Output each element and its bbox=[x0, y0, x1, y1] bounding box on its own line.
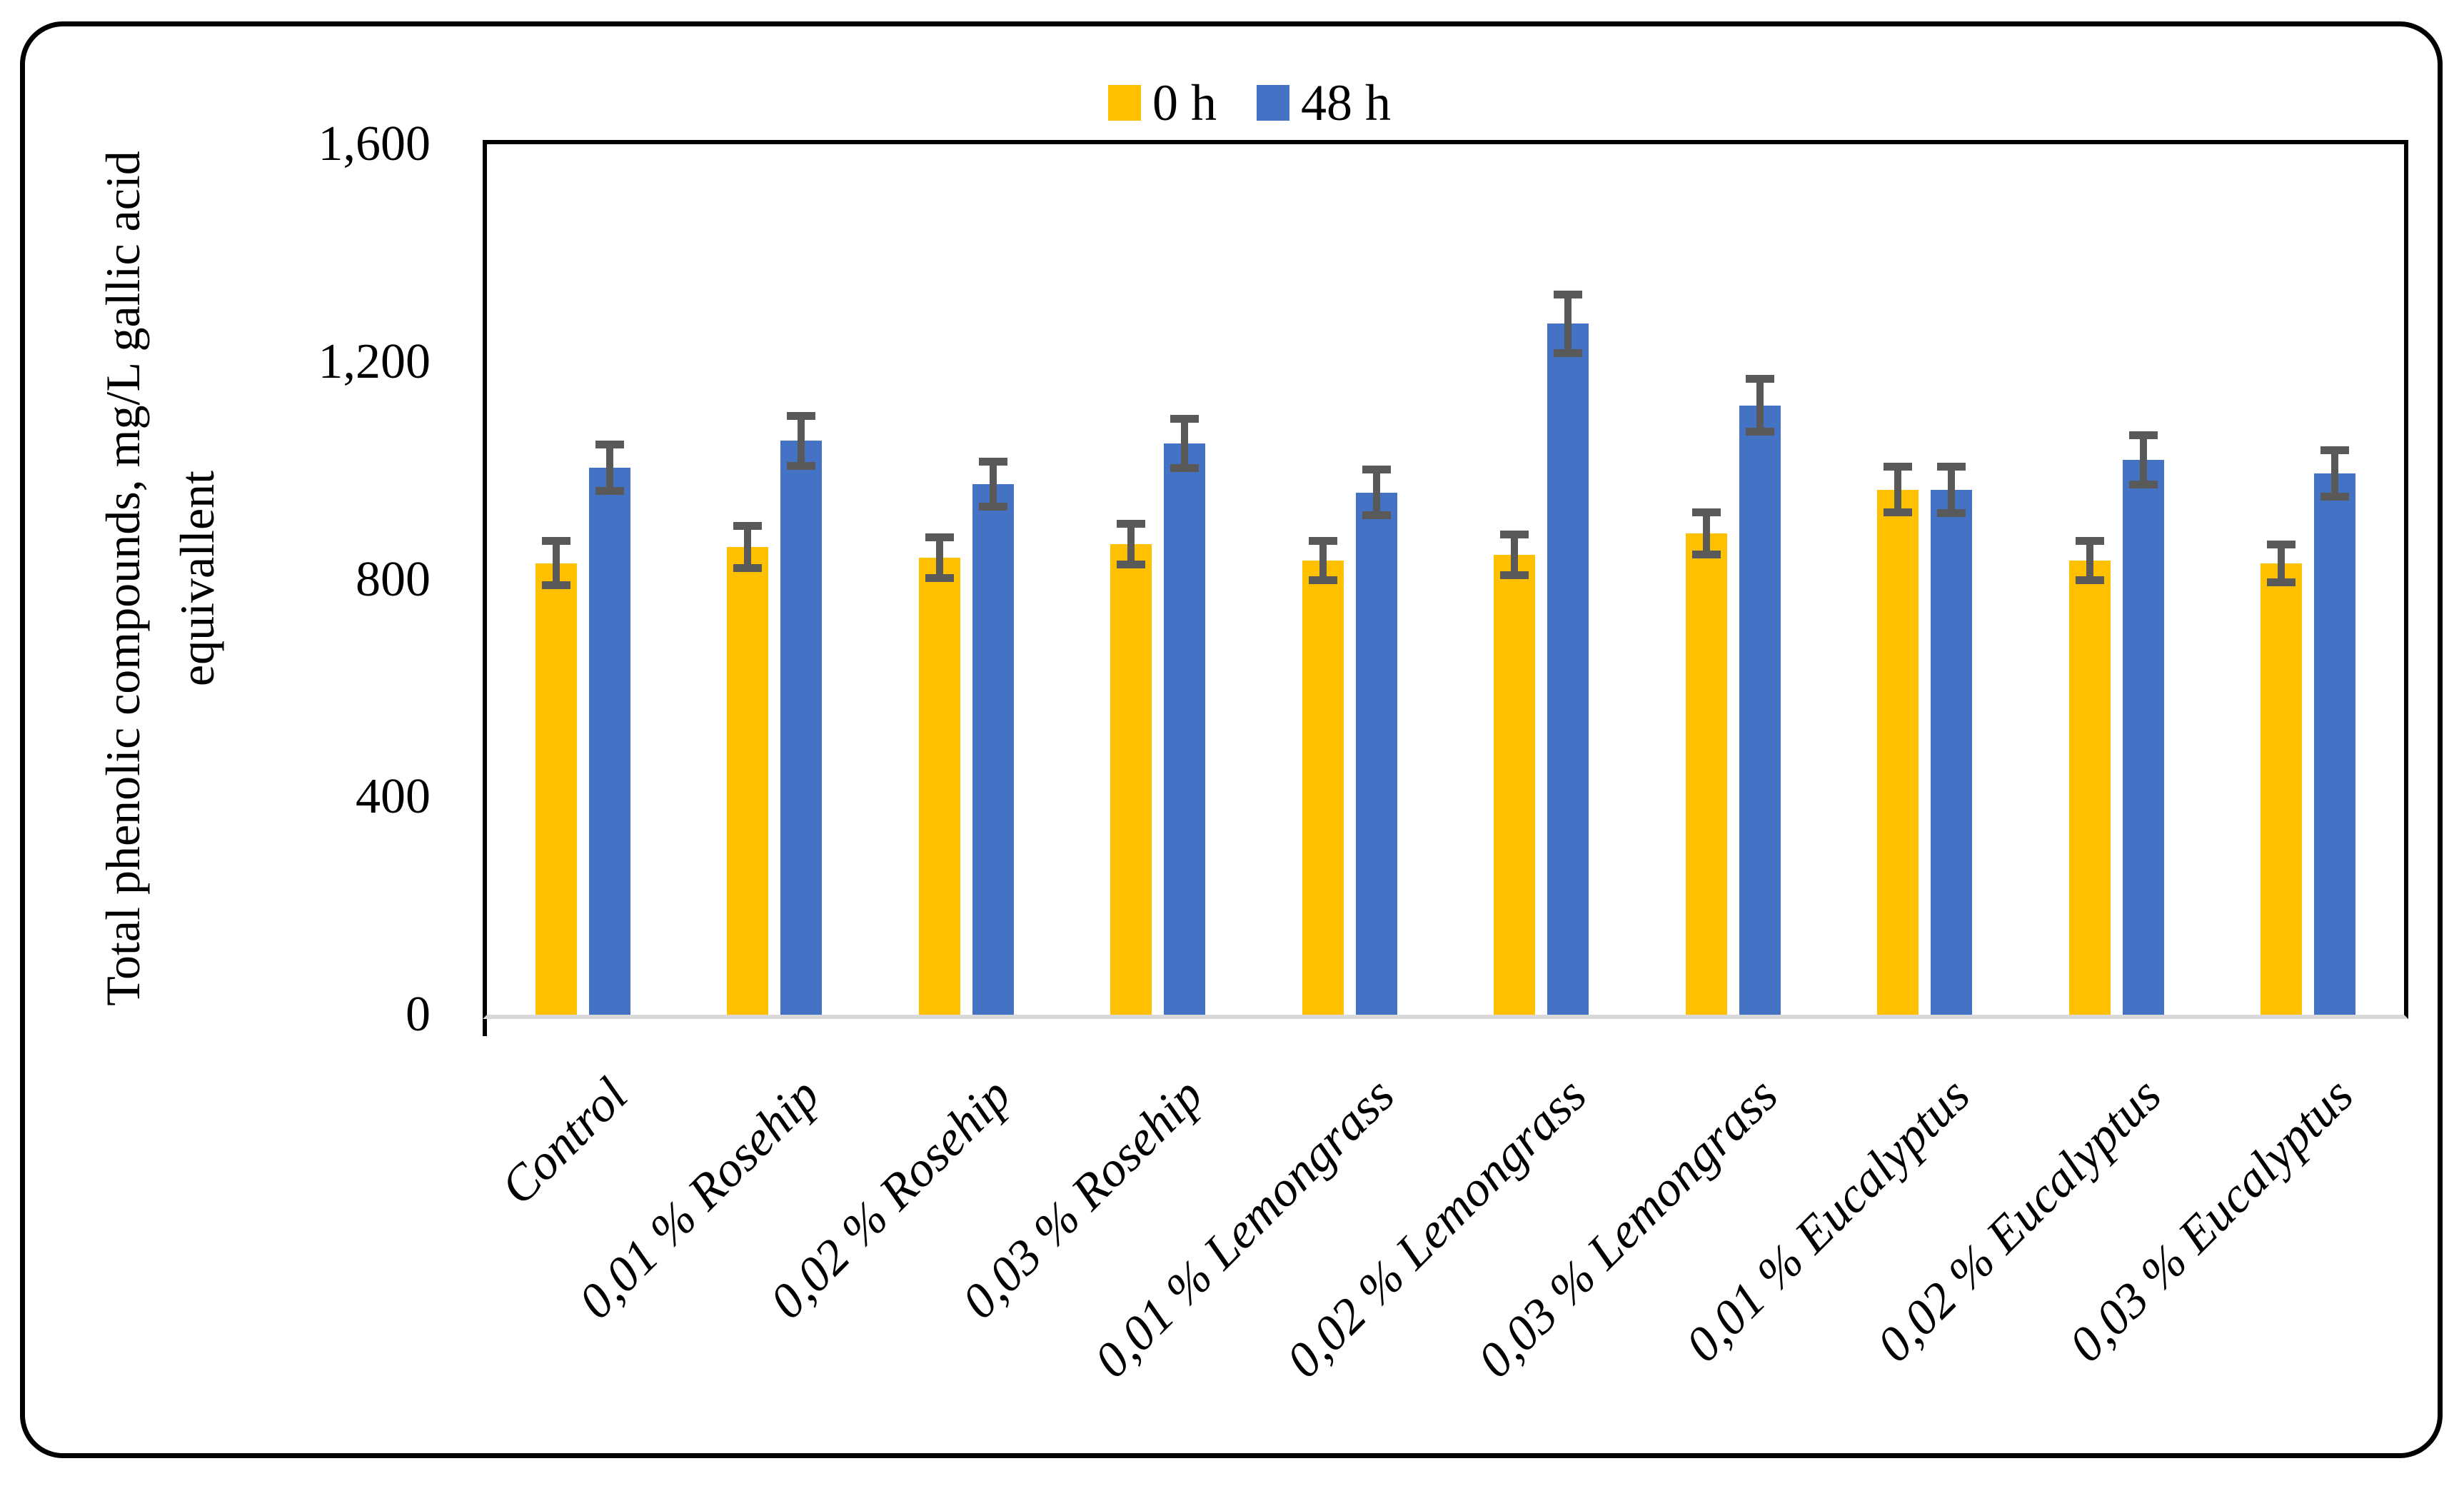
bar-0-h-0-01-lemongrass bbox=[1302, 560, 1344, 1015]
plot-area bbox=[483, 140, 2408, 1019]
bar-48-h-0-01-eucalyptus bbox=[1931, 489, 1973, 1015]
error-bar-stem bbox=[2331, 453, 2339, 493]
error-bar-stem bbox=[1511, 538, 1519, 572]
error-bar-stem bbox=[1756, 383, 1764, 428]
error-bar-stem bbox=[1372, 473, 1380, 511]
error-bar-48-h-0-01-lemongrass bbox=[1362, 466, 1391, 519]
error-bar-48-h-0-02-eucalyptus bbox=[2128, 431, 2158, 489]
y-axis-title-line1: Total phenolic compounds, mg/L gallic ac… bbox=[96, 151, 150, 1006]
error-bar-48-h-0-03-rosehip bbox=[1170, 414, 1200, 473]
error-bar-stem bbox=[798, 419, 805, 462]
error-bar-stem bbox=[2139, 438, 2147, 481]
bar-48-h-0-03-lemongrass bbox=[1739, 405, 1781, 1015]
bar-48-h-0-02-rosehip bbox=[972, 484, 1014, 1015]
error-bar-0-h-0-01-rosehip bbox=[733, 521, 763, 572]
error-bar-0-h-0-02-lemongrass bbox=[1500, 530, 1529, 580]
bar-48-h-0-02-lemongrass bbox=[1547, 323, 1589, 1015]
error-bar-stem bbox=[744, 529, 752, 564]
error-bar-stem bbox=[1702, 516, 1710, 551]
y-tick-label-1-600: 1,600 bbox=[318, 116, 431, 171]
error-bar-48-h-0-02-lemongrass bbox=[1554, 290, 1583, 357]
bar-48-h-control bbox=[588, 468, 630, 1015]
y-axis-title: Total phenolic compounds, mg/L gallic ac… bbox=[86, 100, 240, 1057]
y-tick-label-1-200: 1,200 bbox=[318, 333, 431, 389]
bar-0-h-0-01-rosehip bbox=[727, 546, 769, 1015]
bar-48-h-0-02-eucalyptus bbox=[2122, 459, 2164, 1015]
bar-0-h-0-02-rosehip bbox=[918, 558, 960, 1015]
y-axis-title-line2: equivallent bbox=[170, 470, 224, 687]
bar-48-h-0-01-lemongrass bbox=[1355, 492, 1397, 1015]
error-bar-48-h-0-03-lemongrass bbox=[1745, 375, 1774, 436]
bar-48-h-0-03-eucalyptus bbox=[2314, 473, 2356, 1015]
error-bar-stem bbox=[1127, 527, 1135, 561]
error-bar-0-h-0-03-rosehip bbox=[1117, 519, 1146, 569]
error-bar-stem bbox=[552, 545, 560, 582]
bar-0-h-0-02-eucalyptus bbox=[2068, 560, 2111, 1015]
y-tick-label-0: 0 bbox=[406, 987, 431, 1042]
bar-0-h-control bbox=[535, 563, 577, 1015]
error-bar-48-h-control bbox=[595, 441, 624, 496]
error-bar-stem bbox=[2086, 545, 2093, 576]
error-bar-stem bbox=[1564, 298, 1572, 349]
error-bar-stem bbox=[2278, 548, 2286, 578]
legend-swatch-0h bbox=[1108, 85, 1141, 121]
error-bar-stem bbox=[1181, 422, 1189, 465]
error-bar-0-h-0-03-eucalyptus bbox=[2267, 540, 2296, 586]
error-bar-48-h-0-02-rosehip bbox=[978, 457, 1007, 511]
bar-48-h-0-01-rosehip bbox=[780, 441, 823, 1015]
error-bar-stem bbox=[1319, 545, 1327, 576]
legend-swatch-48h bbox=[1257, 85, 1289, 121]
y-tick-label-400: 400 bbox=[356, 769, 431, 825]
legend-item-48h: 48 h bbox=[1257, 77, 1391, 129]
bar-0-h-0-03-eucalyptus bbox=[2261, 563, 2303, 1015]
error-bar-0-h-0-01-eucalyptus bbox=[1884, 463, 1913, 517]
legend-item-0h: 0 h bbox=[1108, 77, 1217, 129]
error-bar-stem bbox=[1948, 470, 1956, 509]
error-bar-stem bbox=[989, 465, 997, 503]
error-bar-48-h-0-01-rosehip bbox=[787, 411, 816, 470]
bar-0-h-0-02-lemongrass bbox=[1494, 555, 1536, 1015]
legend: 0 h 48 h bbox=[1108, 77, 1391, 129]
bar-0-h-0-01-eucalyptus bbox=[1877, 489, 1919, 1015]
legend-label-48h: 48 h bbox=[1301, 74, 1391, 131]
error-bar-stem bbox=[605, 448, 613, 488]
bar-0-h-0-03-lemongrass bbox=[1685, 533, 1727, 1015]
error-bar-0-h-0-02-eucalyptus bbox=[2075, 537, 2104, 584]
x-axis-label-control: Control bbox=[491, 1068, 638, 1215]
error-bar-0-h-control bbox=[541, 537, 570, 590]
error-bar-stem bbox=[935, 541, 943, 575]
y-tick-label-800: 800 bbox=[356, 551, 431, 607]
error-bar-0-h-0-03-lemongrass bbox=[1691, 508, 1721, 558]
y-axis-zero-tick bbox=[483, 1019, 487, 1036]
error-bar-stem bbox=[1894, 471, 1902, 509]
error-bar-48-h-0-03-eucalyptus bbox=[2320, 446, 2350, 501]
legend-label-0h: 0 h bbox=[1152, 74, 1217, 131]
error-bar-0-h-0-02-rosehip bbox=[925, 533, 954, 583]
error-bar-48-h-0-01-eucalyptus bbox=[1937, 462, 1966, 517]
bar-0-h-0-03-rosehip bbox=[1110, 543, 1152, 1015]
error-bar-0-h-0-01-lemongrass bbox=[1308, 537, 1337, 584]
bar-48-h-0-03-rosehip bbox=[1164, 443, 1206, 1015]
